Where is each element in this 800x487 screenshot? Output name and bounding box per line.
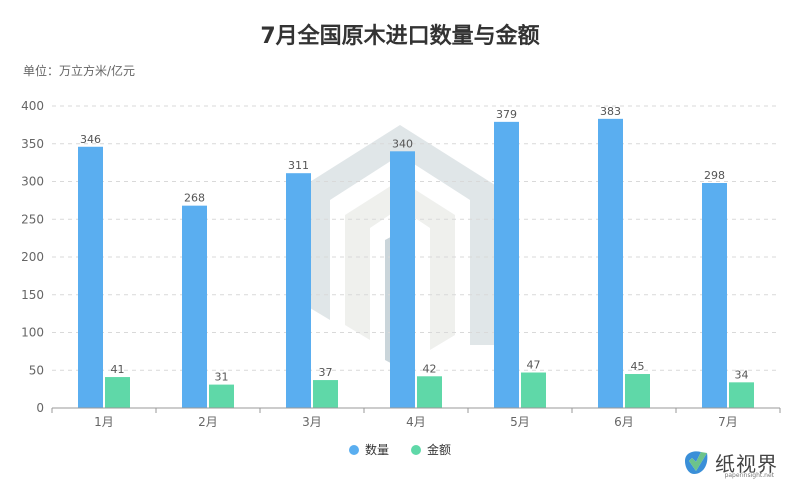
- data-label-quantity: 268: [184, 192, 205, 205]
- legend-item-quantity[interactable]: 数量: [348, 441, 389, 458]
- x-tick-label: 3月: [302, 415, 322, 429]
- legend: 数量 金额: [0, 441, 800, 458]
- bar-quantity[interactable]: [286, 173, 311, 408]
- legend-label-amount: 金额: [427, 443, 452, 457]
- watermark-brand-text: 纸视界: [715, 451, 778, 476]
- watermark-site-text: paperinsight.net: [724, 472, 774, 479]
- y-tick-label: 150: [21, 288, 44, 302]
- data-label-amount: 41: [111, 363, 125, 376]
- unit-label: 单位：万立方米/亿元: [23, 64, 136, 78]
- bar-quantity[interactable]: [78, 146, 103, 408]
- y-tick-label: 400: [21, 99, 44, 113]
- x-tick-label: 5月: [510, 415, 530, 429]
- data-label-amount: 47: [527, 359, 541, 372]
- data-label-amount: 37: [319, 366, 333, 379]
- bar-quantity[interactable]: [494, 121, 519, 408]
- data-label-quantity: 346: [80, 133, 101, 146]
- bar-amount[interactable]: [521, 372, 546, 408]
- bar-quantity[interactable]: [182, 205, 207, 408]
- x-tick-label: 1月: [94, 415, 114, 429]
- x-tick-label: 4月: [406, 415, 426, 429]
- data-label-quantity: 298: [704, 169, 725, 182]
- chart-title: 7月全国原木进口数量与金额: [260, 24, 540, 49]
- y-tick-label: 50: [29, 363, 44, 377]
- watermark-brand: 纸视界 paperinsight.net: [681, 447, 778, 479]
- y-tick-label: 250: [21, 212, 44, 226]
- legend-dot-amount-icon: [411, 444, 421, 455]
- data-label-quantity: 379: [496, 108, 517, 121]
- bar-amount[interactable]: [209, 384, 234, 408]
- data-label-amount: 31: [215, 371, 229, 384]
- legend-item-amount[interactable]: 金额: [411, 441, 451, 458]
- y-tick-label: 350: [21, 137, 44, 151]
- y-tick-label: 300: [21, 175, 44, 189]
- data-label-amount: 34: [735, 368, 749, 381]
- bar-amount[interactable]: [417, 376, 442, 408]
- bar-quantity[interactable]: [598, 118, 623, 409]
- data-label-amount: 42: [423, 362, 437, 375]
- y-tick-label: 100: [21, 326, 44, 340]
- x-tick-label: 7月: [718, 415, 738, 429]
- legend-dot-quantity-icon: [348, 444, 359, 455]
- paperinsight-logo-icon: [685, 451, 708, 474]
- y-tick-label: 200: [21, 250, 44, 264]
- data-label-quantity: 311: [288, 159, 309, 172]
- bar-amount[interactable]: [625, 374, 650, 408]
- data-label-quantity: 383: [600, 105, 621, 118]
- data-label-amount: 45: [631, 360, 645, 373]
- bar-amount[interactable]: [105, 377, 130, 408]
- x-tick-label: 6月: [614, 415, 634, 429]
- legend-label-quantity: 数量: [364, 443, 389, 457]
- x-tick-label: 2月: [198, 415, 218, 429]
- data-label-quantity: 340: [392, 137, 413, 150]
- y-tick-label: 0: [36, 401, 44, 415]
- bar-amount[interactable]: [729, 382, 754, 408]
- bar-quantity[interactable]: [390, 151, 415, 409]
- bar-quantity[interactable]: [702, 183, 727, 408]
- bar-amount[interactable]: [313, 380, 338, 408]
